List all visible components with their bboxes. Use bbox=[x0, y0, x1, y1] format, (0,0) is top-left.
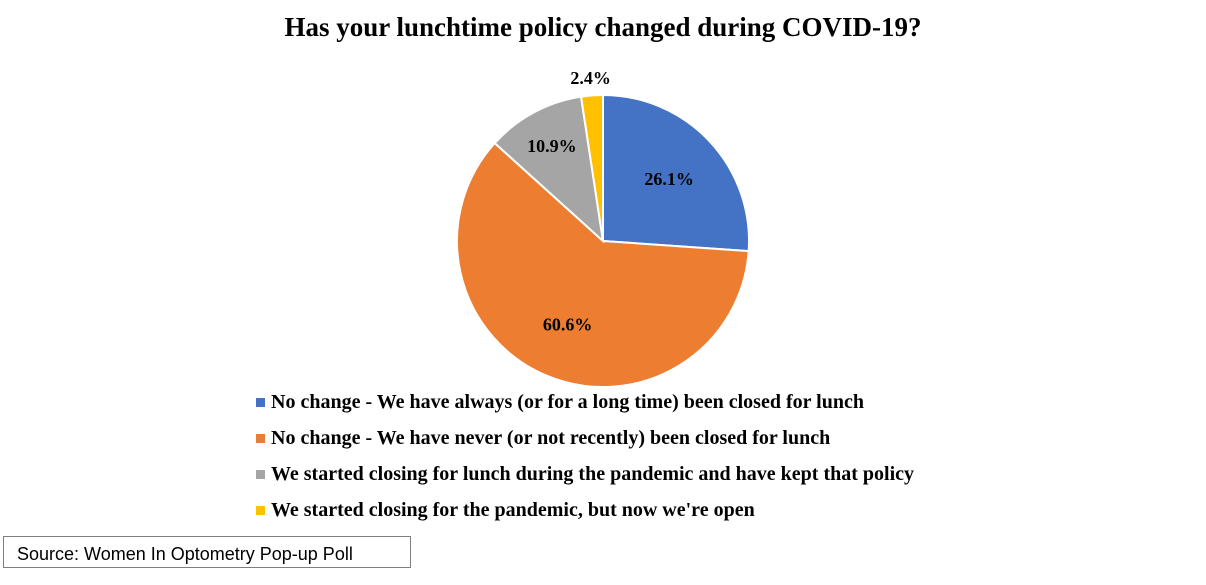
legend: No change - We have always (or for a lon… bbox=[256, 384, 914, 528]
data-label: 26.1% bbox=[644, 169, 694, 189]
legend-label: No change - We have never (or not recent… bbox=[271, 426, 831, 449]
legend-item: No change - We have never (or not recent… bbox=[256, 420, 914, 456]
legend-item: We started closing for the pandemic, but… bbox=[256, 492, 914, 528]
legend-label: We started closing for the pandemic, but… bbox=[271, 498, 755, 521]
legend-swatch bbox=[256, 397, 265, 407]
legend-swatch bbox=[256, 433, 265, 443]
data-label: 10.9% bbox=[527, 136, 577, 156]
data-label: 2.4% bbox=[570, 68, 611, 88]
legend-item: No change - We have always (or for a lon… bbox=[256, 384, 914, 420]
legend-swatch bbox=[256, 469, 265, 479]
source-note: Source: Women In Optometry Pop-up Poll bbox=[3, 536, 411, 568]
pie-slices bbox=[456, 93, 750, 388]
legend-label: We started closing for lunch during the … bbox=[271, 462, 915, 485]
pie-slice bbox=[493, 95, 605, 244]
legend-swatch bbox=[256, 505, 265, 515]
pie-slice bbox=[456, 141, 750, 388]
chart-title: Has your lunchtime policy changed during… bbox=[284, 12, 922, 42]
data-label: 60.6% bbox=[543, 314, 593, 334]
pie-labels: 26.1% 60.6% 10.9% 2.4% bbox=[527, 68, 694, 334]
pie-slice bbox=[579, 93, 604, 242]
pie-slice bbox=[602, 93, 750, 253]
legend-item: We started closing for lunch during the … bbox=[256, 456, 914, 492]
legend-label: No change - We have always (or for a lon… bbox=[271, 390, 864, 413]
